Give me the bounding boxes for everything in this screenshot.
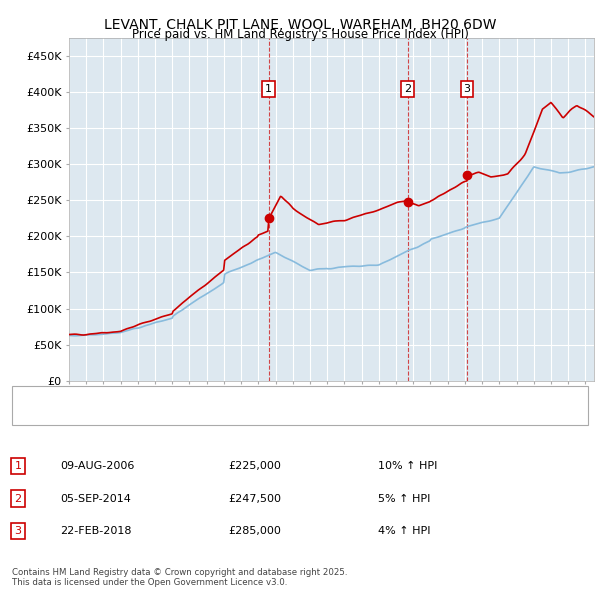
Text: 1: 1 — [265, 84, 272, 94]
Text: 2: 2 — [14, 494, 22, 503]
Text: LEVANT, CHALK PIT LANE, WOOL, WAREHAM, BH20 6DW (semi-detached house): LEVANT, CHALK PIT LANE, WOOL, WAREHAM, B… — [51, 391, 468, 401]
Text: 4% ↑ HPI: 4% ↑ HPI — [378, 526, 431, 536]
Text: LEVANT, CHALK PIT LANE, WOOL, WAREHAM, BH20 6DW: LEVANT, CHALK PIT LANE, WOOL, WAREHAM, B… — [104, 18, 496, 32]
Text: HPI: Average price, semi-detached house, Dorset: HPI: Average price, semi-detached house,… — [51, 410, 307, 420]
Text: —: — — [24, 387, 41, 405]
Text: 3: 3 — [14, 526, 22, 536]
Text: 5% ↑ HPI: 5% ↑ HPI — [378, 494, 430, 503]
Text: 1: 1 — [14, 461, 22, 471]
Text: 10% ↑ HPI: 10% ↑ HPI — [378, 461, 437, 471]
Text: —: — — [24, 406, 41, 424]
Text: Price paid vs. HM Land Registry's House Price Index (HPI): Price paid vs. HM Land Registry's House … — [131, 28, 469, 41]
Text: 22-FEB-2018: 22-FEB-2018 — [60, 526, 131, 536]
Text: 05-SEP-2014: 05-SEP-2014 — [60, 494, 131, 503]
Text: 2: 2 — [404, 84, 411, 94]
Text: £225,000: £225,000 — [228, 461, 281, 471]
Text: £247,500: £247,500 — [228, 494, 281, 503]
Text: Contains HM Land Registry data © Crown copyright and database right 2025.
This d: Contains HM Land Registry data © Crown c… — [12, 568, 347, 587]
Text: £285,000: £285,000 — [228, 526, 281, 536]
Text: 09-AUG-2006: 09-AUG-2006 — [60, 461, 134, 471]
Text: 3: 3 — [463, 84, 470, 94]
